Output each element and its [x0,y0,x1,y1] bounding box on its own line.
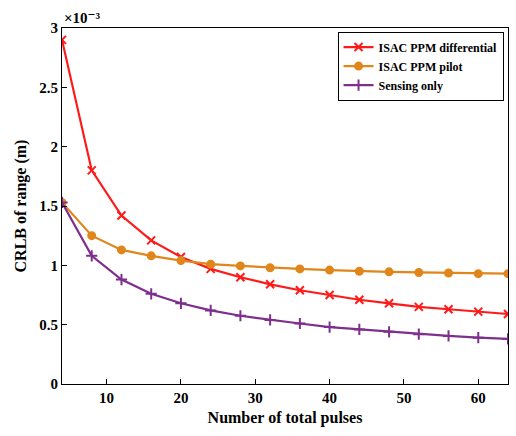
svg-text:50: 50 [396,390,411,406]
svg-text:×10⁻³: ×10⁻³ [64,10,100,26]
svg-text:30: 30 [248,390,263,406]
svg-text:2.5: 2.5 [39,80,58,96]
svg-text:Number of total pulses: Number of total pulses [208,409,363,427]
svg-text:1.5: 1.5 [39,198,58,214]
svg-text:10: 10 [99,390,114,406]
svg-text:60: 60 [471,390,486,406]
svg-text:ISAC PPM pilot: ISAC PPM pilot [379,60,463,74]
svg-text:20: 20 [173,390,188,406]
svg-text:ISAC PPM differential: ISAC PPM differential [379,41,497,55]
svg-text:Sensing only: Sensing only [379,79,443,93]
svg-text:3: 3 [51,20,59,36]
svg-text:2: 2 [51,139,59,155]
svg-text:CRLB of range (m): CRLB of range (m) [12,140,30,273]
svg-text:0.5: 0.5 [39,317,58,333]
svg-text:0: 0 [51,376,59,392]
svg-text:1: 1 [51,258,59,274]
svg-text:40: 40 [322,390,337,406]
